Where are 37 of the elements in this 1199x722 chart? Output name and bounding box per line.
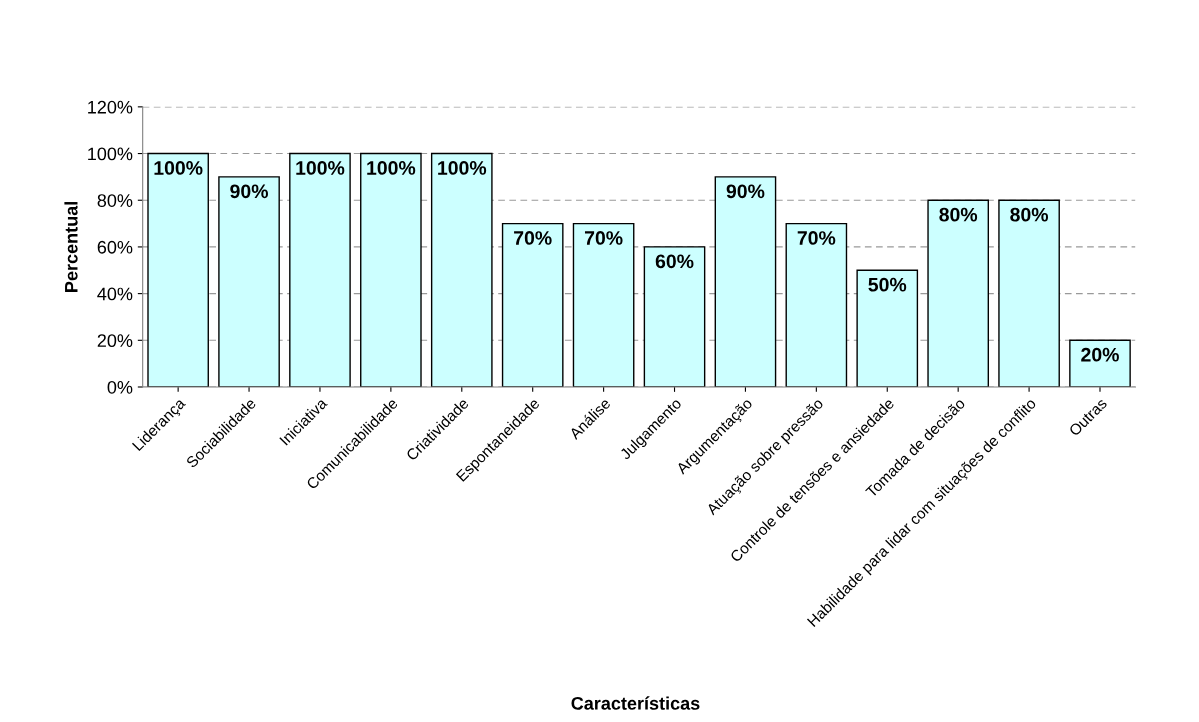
bar: [218, 176, 280, 387]
bar: [572, 222, 635, 387]
data-label: 100%: [296, 161, 345, 175]
y-tick-label: 40%: [97, 287, 133, 301]
bar: [289, 152, 351, 387]
data-label: 70%: [797, 231, 836, 245]
bar: [430, 152, 493, 387]
bar: [856, 269, 919, 387]
data-label: 90%: [230, 184, 268, 199]
bar: [998, 199, 1060, 387]
data-label: 90%: [726, 184, 765, 199]
data-label: 60%: [655, 254, 694, 269]
bar: [147, 152, 209, 387]
data-label: 80%: [939, 207, 978, 222]
data-label: 70%: [514, 231, 552, 245]
data-label: 100%: [367, 161, 416, 175]
y-tick-label: 20%: [97, 334, 133, 348]
bar: [501, 222, 564, 387]
y-tick-label: 120%: [88, 100, 133, 114]
data-label: 100%: [438, 161, 487, 175]
data-label: 100%: [154, 161, 203, 175]
bar: [1069, 339, 1131, 387]
y-tick-label: 0%: [107, 380, 133, 394]
y-axis-title: Percentual: [64, 202, 78, 292]
data-label: 20%: [1081, 347, 1119, 362]
bar: [714, 176, 777, 387]
bar: [927, 199, 990, 387]
bar: [360, 152, 422, 387]
x-axis-title: Características: [571, 696, 700, 710]
bar: [785, 222, 848, 387]
y-tick-label: 80%: [97, 194, 133, 207]
data-label: 80%: [1010, 207, 1049, 222]
data-label: 50%: [868, 277, 907, 292]
y-tick-label: 60%: [97, 240, 133, 254]
data-label: 70%: [584, 231, 623, 245]
y-tick-label: 100%: [88, 147, 133, 161]
bar: [643, 246, 706, 387]
